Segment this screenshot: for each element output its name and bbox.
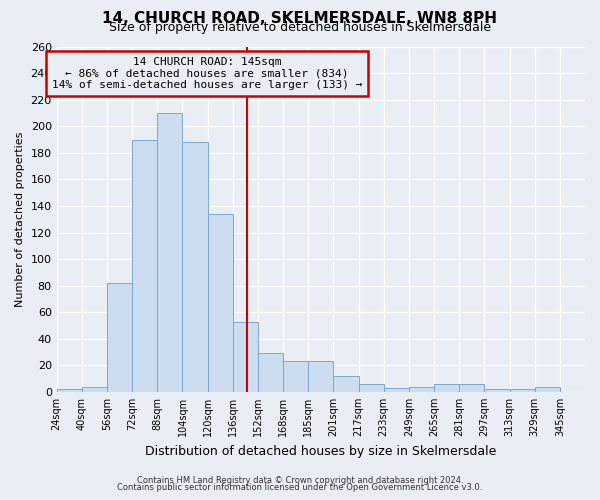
Text: Contains HM Land Registry data © Crown copyright and database right 2024.: Contains HM Land Registry data © Crown c… [137,476,463,485]
Bar [334,376,359,392]
Bar [535,386,560,392]
Bar [107,283,132,392]
Bar [157,113,182,392]
Bar [56,390,82,392]
Bar [132,140,157,392]
Bar [509,390,535,392]
Bar [459,384,484,392]
Bar [409,386,434,392]
Text: Contains public sector information licensed under the Open Government Licence v3: Contains public sector information licen… [118,483,482,492]
Text: 14 CHURCH ROAD: 145sqm
← 86% of detached houses are smaller (834)
14% of semi-de: 14 CHURCH ROAD: 145sqm ← 86% of detached… [52,57,362,90]
Bar [359,384,384,392]
Bar [82,386,107,392]
Text: Size of property relative to detached houses in Skelmersdale: Size of property relative to detached ho… [109,21,491,34]
Y-axis label: Number of detached properties: Number of detached properties [15,132,25,307]
Bar [434,384,459,392]
Bar [283,362,308,392]
X-axis label: Distribution of detached houses by size in Skelmersdale: Distribution of detached houses by size … [145,444,497,458]
Bar [208,214,233,392]
Text: 14, CHURCH ROAD, SKELMERSDALE, WN8 8PH: 14, CHURCH ROAD, SKELMERSDALE, WN8 8PH [103,11,497,26]
Bar [308,362,334,392]
Bar [484,390,509,392]
Bar [182,142,208,392]
Bar [384,388,409,392]
Bar [233,322,258,392]
Bar [258,354,283,392]
